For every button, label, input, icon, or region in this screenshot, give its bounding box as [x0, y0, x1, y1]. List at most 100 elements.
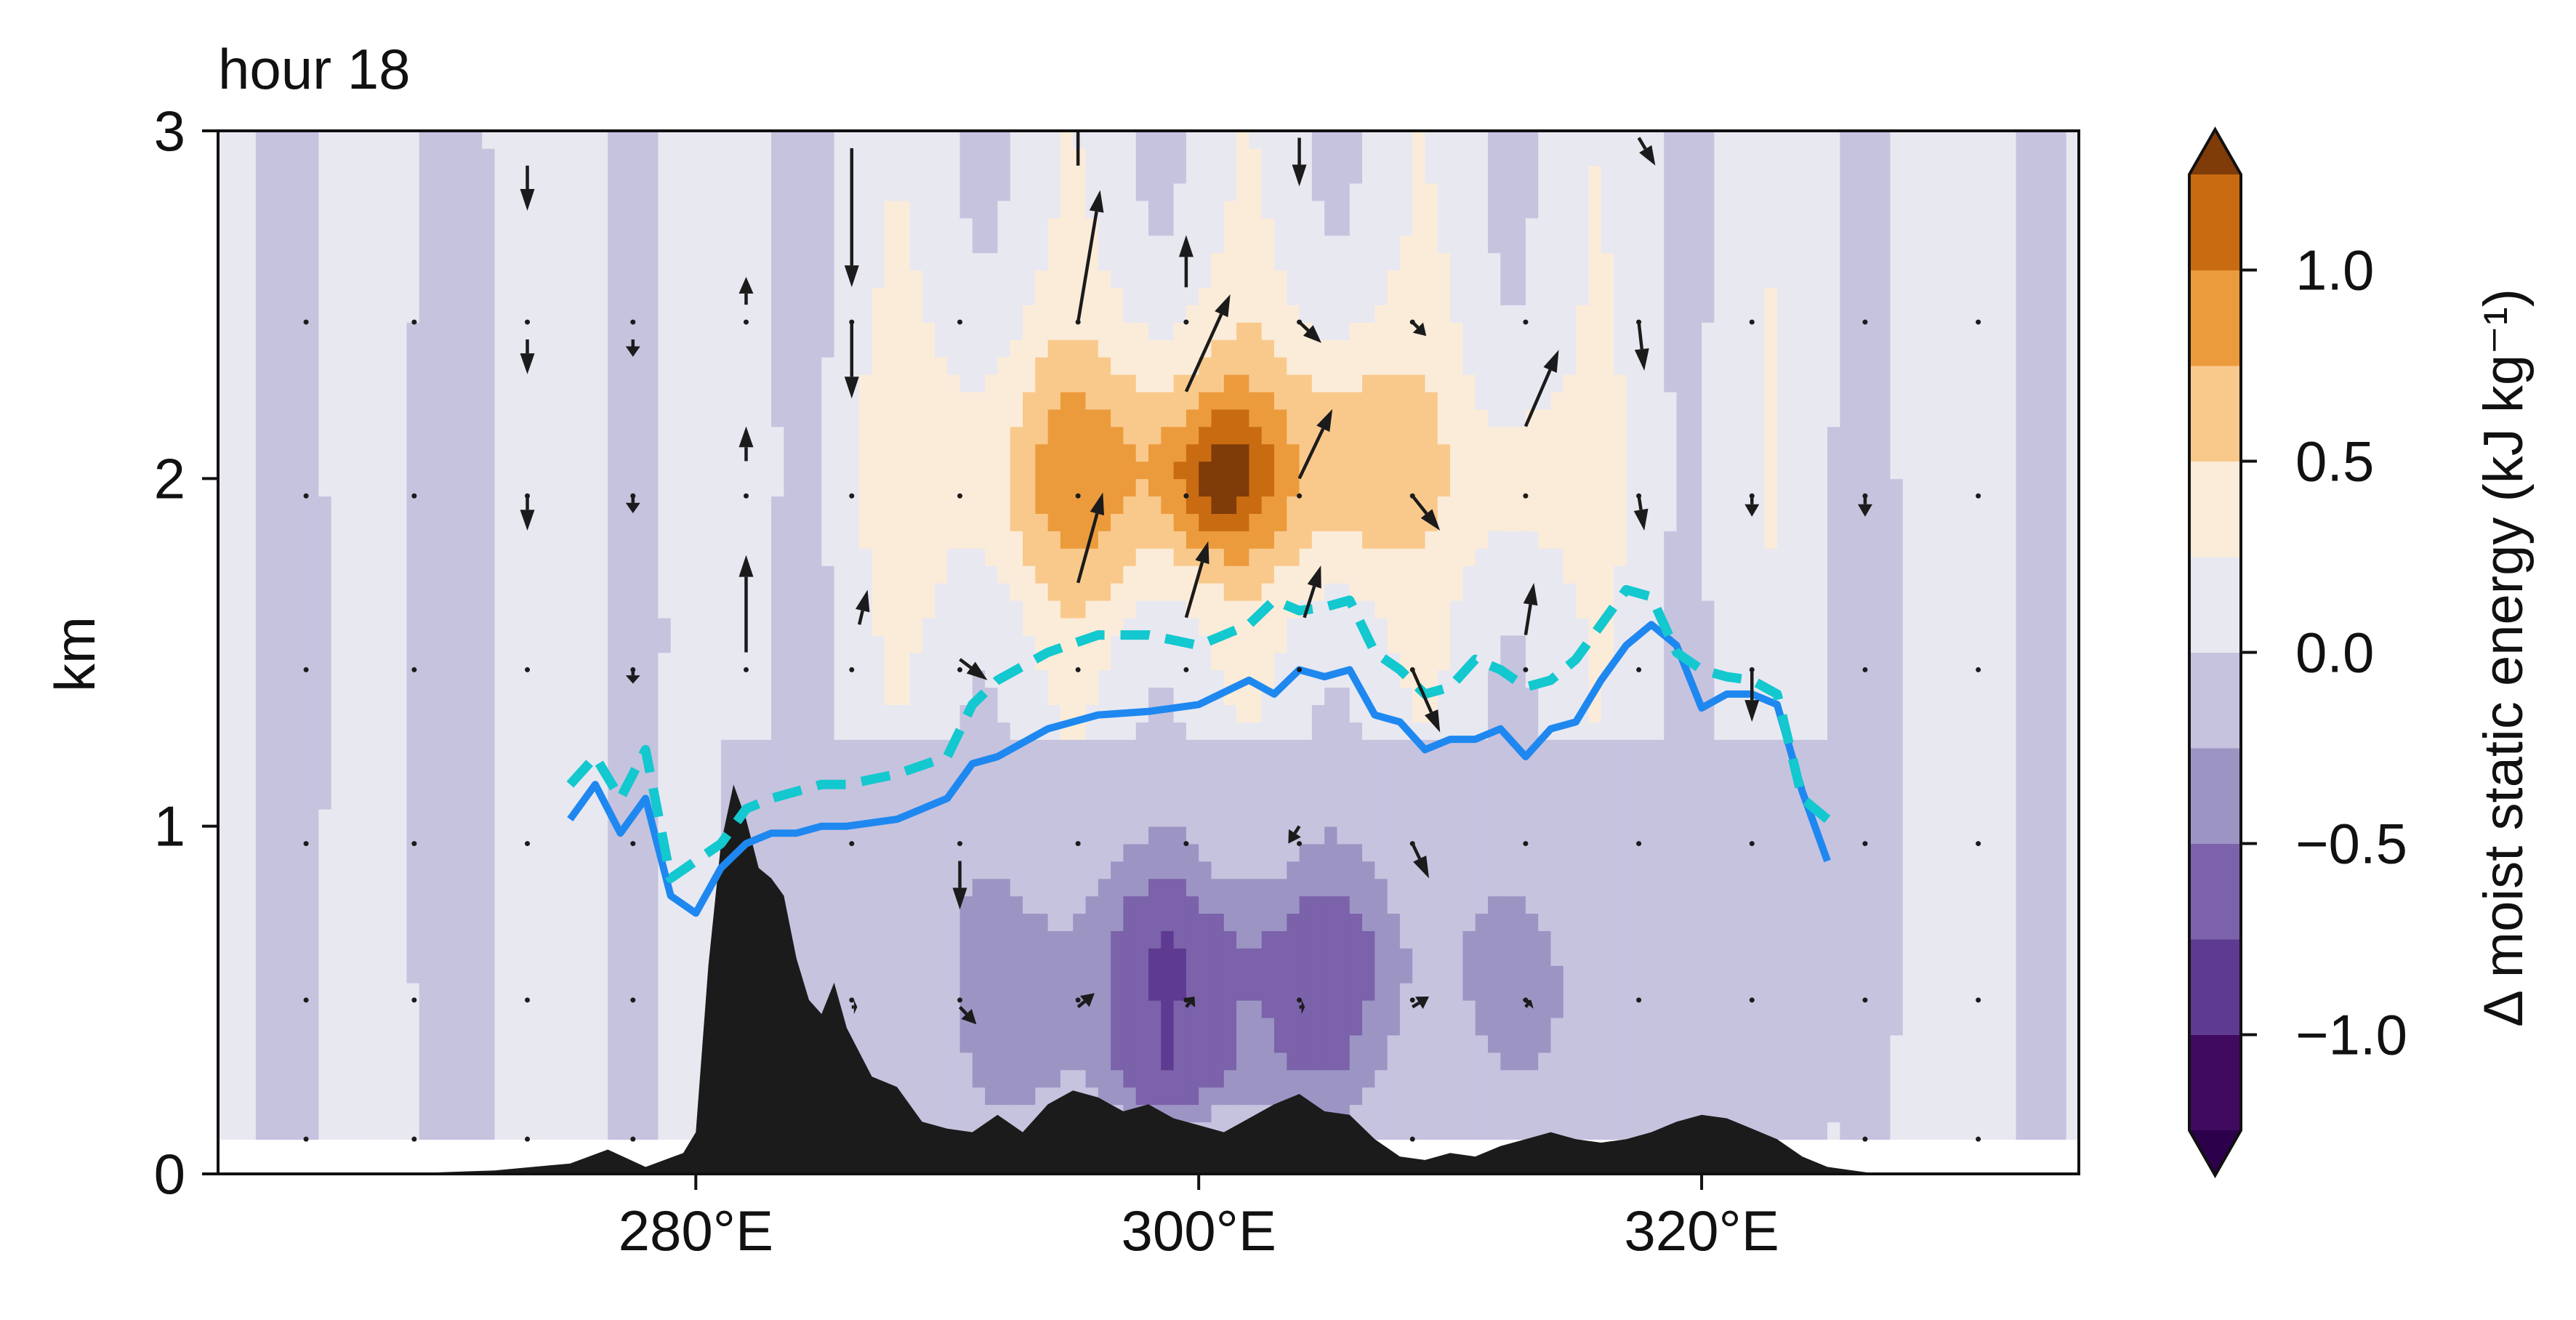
contour-cell — [1349, 913, 1363, 1036]
contour-cell — [1349, 722, 1363, 845]
contour-cell — [1173, 461, 1187, 480]
contour-cell — [1462, 565, 1476, 740]
contour-cell — [1060, 548, 1074, 619]
contour-cell — [1827, 1122, 1841, 1140]
contour-cell — [1261, 391, 1275, 445]
contour-cell — [1324, 687, 1338, 827]
contour-cell — [1374, 617, 1388, 740]
contour-cell — [1148, 548, 1162, 601]
vector-dot — [1409, 997, 1415, 1003]
contour-cell — [1437, 496, 1451, 671]
y-tick-label: 2 — [154, 446, 185, 510]
vector-dot — [1075, 997, 1081, 1003]
contour-cell — [1211, 582, 1225, 671]
contour-cell — [1261, 878, 1275, 931]
contour-cell — [2041, 1139, 2055, 1174]
contour-cell — [1249, 131, 1263, 149]
colorbar-segment — [2189, 939, 2241, 1035]
contour-cell — [1173, 426, 1187, 462]
wind-arrow-head — [520, 188, 535, 211]
contour-cell — [1123, 565, 1137, 619]
contour-cell — [1148, 826, 1162, 880]
colorbar-segment — [2189, 1034, 2241, 1131]
vector-dot — [743, 319, 749, 325]
contour-cell — [897, 200, 911, 706]
contour-cell — [306, 1139, 320, 1174]
colorbar-segment — [2189, 366, 2241, 462]
contour-cell — [1399, 739, 1414, 949]
contour-cell — [1161, 600, 1175, 688]
contour-cell — [343, 1139, 358, 1174]
contour-cell — [1488, 669, 1502, 897]
contour-cell — [1311, 200, 1325, 340]
contour-cell — [1223, 200, 1237, 340]
contour-cell — [1047, 217, 1061, 340]
contour-cell — [909, 270, 923, 653]
contour-cell — [1199, 739, 1212, 862]
x-tick-label: 280°E — [619, 1199, 773, 1263]
vector-dot — [1862, 1136, 1868, 1142]
colorbar-over-extension — [2189, 129, 2241, 174]
contour-cell — [293, 131, 307, 1140]
colorbar: 1.0 0.5 0.0 −0.5 −1.0 — [2188, 126, 2407, 1179]
contour-cell — [1211, 669, 1225, 740]
wind-arrow-head — [1523, 582, 1538, 606]
contour-cell — [1135, 478, 1149, 549]
contour-cell — [1412, 739, 1426, 1140]
contour-cell — [1714, 739, 1728, 1140]
contour-cell — [356, 1139, 370, 1174]
contour-cell — [1928, 1139, 1941, 1174]
contour-cell — [1161, 878, 1175, 931]
contour-cell — [1261, 582, 1275, 688]
contour-cell — [1211, 739, 1225, 880]
contour-cell — [230, 1139, 244, 1174]
contour-cell — [1273, 356, 1288, 410]
wind-arrow-shaft — [1412, 1001, 1420, 1009]
contour-cell — [1035, 669, 1049, 740]
contour-cell — [1173, 322, 1187, 375]
contour-cell — [1902, 1139, 1916, 1174]
contour-cell — [1550, 131, 1564, 393]
vector-dot — [1862, 997, 1868, 1003]
contour-cell — [1236, 948, 1250, 1001]
contour-cell — [1173, 722, 1187, 827]
vector-dot — [303, 493, 309, 499]
contour-cell — [1752, 131, 1766, 740]
contour-cell — [1374, 1069, 1388, 1140]
wind-arrow-shaft — [1411, 669, 1433, 713]
contour-cell — [318, 496, 332, 810]
contour-cell — [419, 1139, 432, 1174]
contour-cell — [1098, 131, 1111, 271]
wind-arrow-head — [844, 377, 859, 399]
contour-cell — [1349, 531, 1363, 601]
contour-cell — [1199, 582, 1212, 636]
contour-cell — [1161, 235, 1175, 340]
contour-cell — [1387, 1034, 1401, 1140]
contour-cell — [343, 131, 358, 1140]
contour-cell — [947, 374, 961, 549]
wind-arrow-head — [1215, 294, 1231, 318]
contour-cell — [1475, 131, 1489, 410]
wind-arrow-head — [1543, 350, 1559, 373]
contour-cell — [444, 131, 458, 1140]
wind-arrow-head — [738, 555, 754, 577]
contour-cell — [985, 878, 999, 1106]
contour-cell — [1223, 374, 1237, 410]
contour-cell — [1362, 322, 1376, 375]
contour-cell — [1111, 582, 1124, 636]
contour-cell — [859, 374, 873, 549]
contour-cell — [1173, 182, 1187, 323]
contour-cell — [1261, 548, 1275, 584]
wind-arrow-shaft — [1293, 825, 1301, 834]
contour-cell — [1827, 426, 1841, 1123]
vector-dot — [525, 319, 531, 325]
contour-cell — [959, 1052, 973, 1140]
contour-cell — [1236, 600, 1250, 723]
vector-dot — [525, 667, 531, 672]
contour-cell — [1563, 374, 1577, 584]
vector-dot — [849, 841, 855, 847]
contour-cell — [1337, 339, 1351, 393]
contour-cell — [1953, 1139, 1967, 1174]
contour-cell — [1047, 739, 1061, 931]
contour-cell — [897, 704, 911, 740]
